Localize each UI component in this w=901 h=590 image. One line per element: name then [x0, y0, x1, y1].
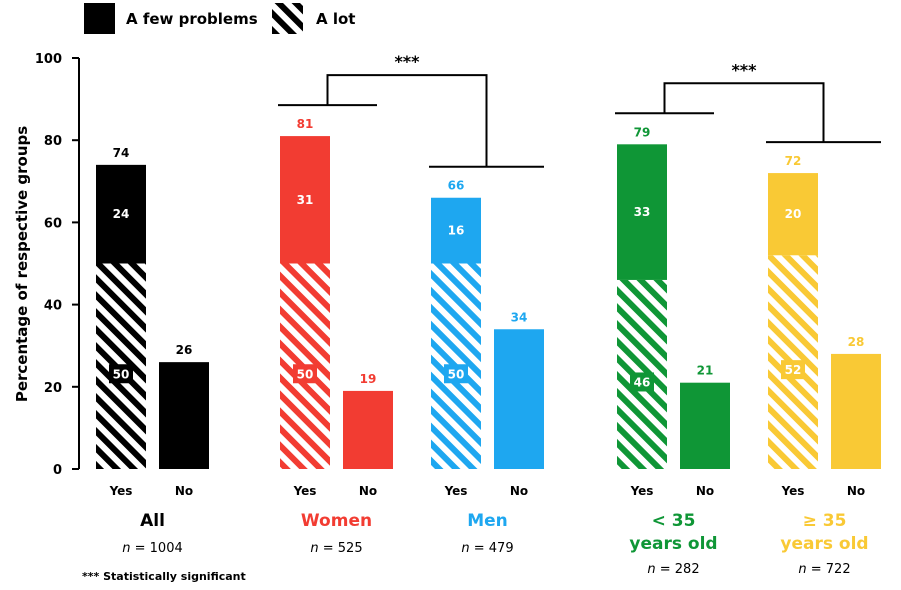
bar-label-a-few: 20 [785, 207, 802, 221]
category-labels: Yes No Yes No Yes No Yes No Yes No [109, 484, 866, 498]
group-name: Women [301, 511, 372, 531]
legend: A few problems A lot [84, 3, 355, 34]
y-tick-label: 20 [44, 381, 62, 396]
bar-total-label: 74 [113, 146, 130, 160]
bar-total-label: 79 [634, 125, 651, 139]
group-name: < 35 [652, 511, 696, 531]
group-n: n = 1004 [122, 541, 182, 556]
category-label: No [847, 484, 865, 498]
bar-total-label: 28 [848, 335, 865, 349]
y-axis-label: Percentage of respective groups [13, 126, 31, 402]
bar-label-a-lot: 50 [297, 367, 314, 381]
y-tick-label: 60 [44, 216, 62, 231]
y-tick-label: 0 [53, 463, 62, 478]
footnote: *** Statistically significant [82, 570, 246, 583]
bar-total-label: 21 [697, 364, 714, 378]
bar-segment-a-few [768, 173, 818, 256]
bar-label-a-lot: 50 [448, 367, 465, 381]
bar-no [343, 390, 393, 469]
bar-total-label: 72 [785, 154, 802, 168]
bar-segment-a-few [431, 197, 481, 264]
y-tick-label: 100 [35, 52, 62, 67]
category-label: Yes [444, 484, 468, 498]
category-label: Yes [781, 484, 805, 498]
y-axis: Percentage of respective groups 0 20 40 60 8… [13, 52, 80, 478]
bar-label-box [630, 372, 654, 392]
category-label: Yes [293, 484, 317, 498]
bar-label-a-lot: 46 [634, 375, 651, 389]
category-label: Yes [109, 484, 133, 498]
bar-label-a-lot: 52 [785, 363, 802, 377]
bar-segment-a-few [96, 164, 146, 264]
category-label: No [510, 484, 528, 498]
group-name: ≥ 35 [803, 511, 847, 531]
bars: 24 50 74 26 31 50 81 19 16 50 66 34 33 46 79 21 20 52 72 28 [96, 117, 881, 469]
y-tick-label: 40 [44, 299, 62, 314]
bar-label-a-few: 24 [113, 207, 130, 221]
bar-total-label: 19 [360, 372, 377, 386]
category-label: No [175, 484, 193, 498]
category-label: No [696, 484, 714, 498]
bar-total-label: 81 [297, 117, 314, 131]
bar-segment-a-few [617, 144, 667, 280]
bar-total-label: 66 [448, 179, 465, 193]
bar-segment-a-few [280, 136, 330, 264]
group-name-line2: years old [629, 534, 717, 554]
bar-label-a-few: 33 [634, 205, 651, 219]
bar-label-a-few: 31 [297, 193, 314, 207]
bar-label-a-few: 16 [448, 224, 465, 238]
group-n: n = 525 [310, 541, 362, 556]
bar-label-box [444, 364, 468, 384]
group-name: All [140, 511, 165, 531]
legend-swatch-hatched [272, 3, 303, 34]
bar-label-box [293, 364, 317, 384]
legend-label-solid: A few problems [126, 10, 258, 28]
bar-no [159, 362, 209, 469]
significance-marker: *** [731, 60, 757, 79]
bar-label-box [109, 364, 133, 384]
y-tick-label: 80 [44, 134, 62, 149]
bar-label-box [781, 360, 805, 380]
category-label: Yes [630, 484, 654, 498]
category-label: No [359, 484, 377, 498]
group-name-line2: years old [780, 534, 868, 554]
significance-brackets: *** *** [278, 52, 881, 168]
bar-total-label: 26 [176, 343, 193, 357]
bracket-arch [663, 82, 825, 143]
group-labels: All n = 1004 Women n = 525 Men n = 479 < 35 yea… [122, 511, 868, 577]
bracket-arch [326, 74, 488, 167]
bar-label-a-lot: 50 [113, 367, 130, 381]
bar-no [680, 382, 730, 469]
group-n: n = 479 [461, 541, 513, 556]
group-n: n = 722 [798, 562, 850, 577]
legend-swatch-solid [84, 3, 115, 34]
bar-no [494, 329, 544, 469]
bar-no [831, 353, 881, 469]
bar-total-label: 34 [511, 310, 528, 324]
group-name: Men [467, 511, 508, 531]
legend-label-hatched: A lot [316, 10, 355, 28]
significance-marker: *** [394, 52, 420, 71]
group-n: n = 282 [647, 562, 699, 577]
